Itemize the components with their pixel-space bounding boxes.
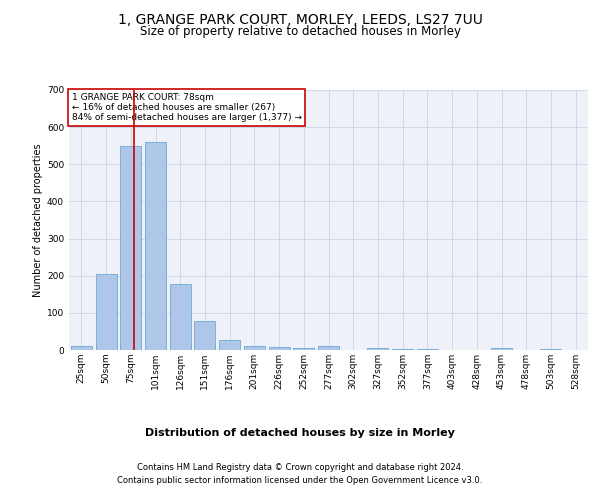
Text: 1, GRANGE PARK COURT, MORLEY, LEEDS, LS27 7UU: 1, GRANGE PARK COURT, MORLEY, LEEDS, LS2… [118,12,482,26]
Bar [293,348,314,350]
Bar [170,284,191,350]
Bar [145,142,166,350]
Bar [269,348,290,350]
Text: 1 GRANGE PARK COURT: 78sqm
← 16% of detached houses are smaller (267)
84% of sem: 1 GRANGE PARK COURT: 78sqm ← 16% of deta… [71,92,302,122]
Bar [219,340,240,350]
Bar [95,274,116,350]
Bar [367,348,388,350]
Y-axis label: Number of detached properties: Number of detached properties [33,143,43,297]
Text: Size of property relative to detached houses in Morley: Size of property relative to detached ho… [139,25,461,38]
Bar [120,146,141,350]
Text: Contains HM Land Registry data © Crown copyright and database right 2024.: Contains HM Land Registry data © Crown c… [137,462,463,471]
Bar [194,321,215,350]
Bar [71,346,92,350]
Text: Distribution of detached houses by size in Morley: Distribution of detached houses by size … [145,428,455,438]
Bar [491,348,512,350]
Bar [392,349,413,350]
Text: Contains public sector information licensed under the Open Government Licence v3: Contains public sector information licen… [118,476,482,485]
Bar [318,346,339,350]
Bar [244,346,265,350]
